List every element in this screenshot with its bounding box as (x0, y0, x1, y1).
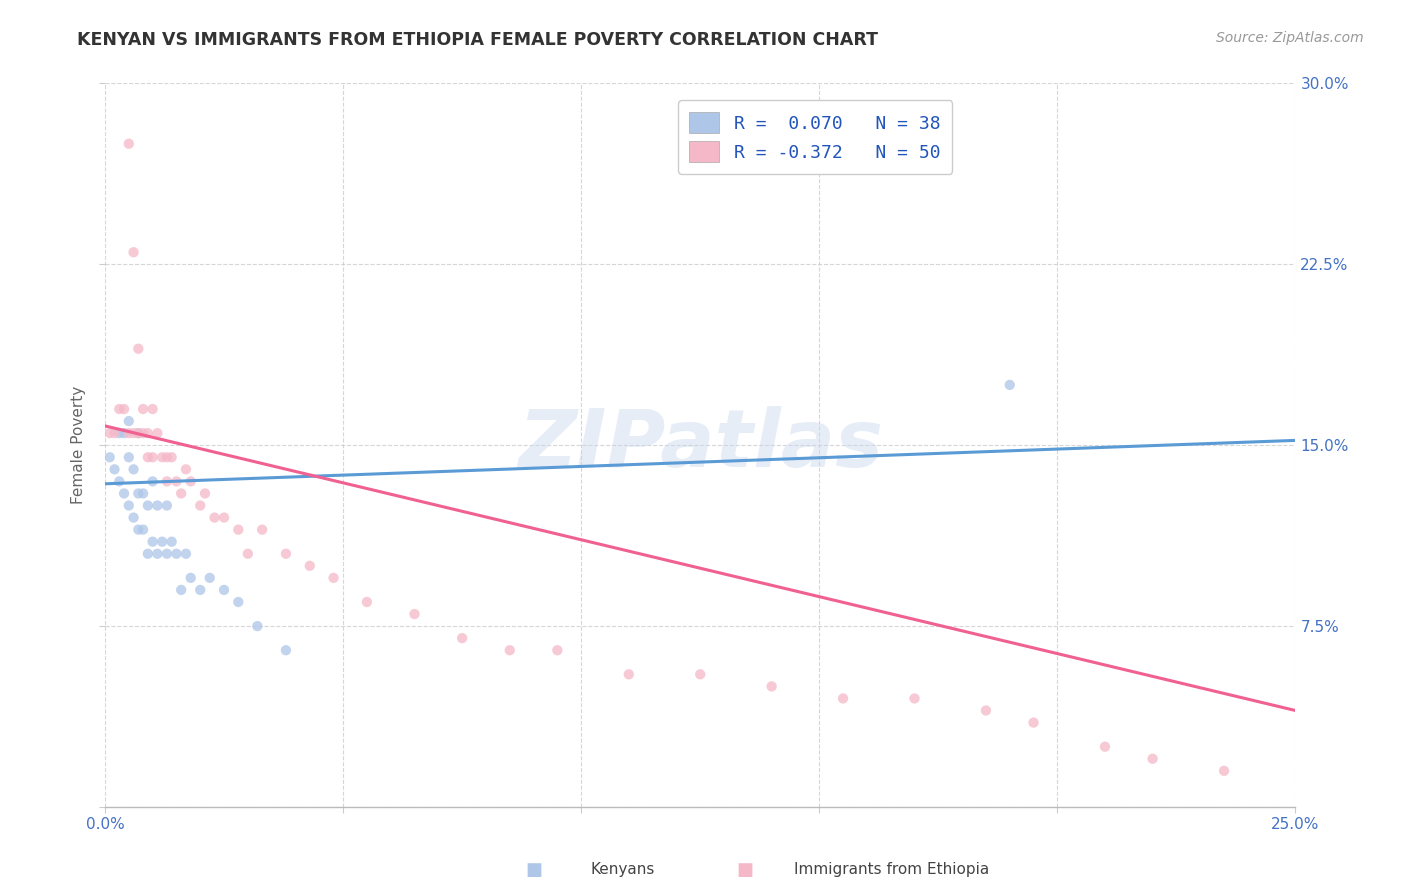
Legend: R =  0.070   N = 38, R = -0.372   N = 50: R = 0.070 N = 38, R = -0.372 N = 50 (678, 101, 952, 174)
Point (212, 510, 235, 524)
Point (122, 426, 145, 441)
Point (356, 595, 378, 609)
Point (165, 547, 187, 561)
Point (1094, 739, 1116, 754)
Point (194, 486, 217, 500)
Point (156, 475, 179, 489)
Point (118, 450, 141, 465)
Point (103, 462, 125, 476)
Point (204, 510, 226, 524)
Point (132, 486, 155, 500)
Point (274, 547, 297, 561)
Point (160, 450, 183, 465)
Point (146, 547, 169, 561)
Point (122, 245, 145, 260)
Point (127, 426, 149, 441)
Point (689, 667, 711, 681)
Point (546, 643, 568, 657)
Point (165, 475, 187, 489)
Point (174, 547, 197, 561)
Point (136, 547, 159, 561)
Point (118, 414, 141, 428)
Point (180, 475, 202, 489)
Point (132, 523, 155, 537)
Point (108, 402, 131, 417)
Point (170, 582, 193, 597)
Point (146, 499, 169, 513)
Point (132, 426, 155, 441)
Point (246, 619, 269, 633)
Point (136, 499, 159, 513)
Point (146, 426, 169, 441)
Point (1213, 764, 1236, 778)
Point (142, 475, 165, 489)
Point (322, 571, 344, 585)
Text: Immigrants from Ethiopia: Immigrants from Ethiopia (794, 863, 990, 877)
Point (112, 402, 135, 417)
Point (127, 426, 149, 441)
Point (118, 426, 141, 441)
Point (236, 547, 259, 561)
Point (1142, 752, 1164, 766)
Point (156, 547, 179, 561)
Point (212, 582, 235, 597)
Point (404, 607, 426, 621)
Point (451, 631, 474, 645)
Text: Source: ZipAtlas.com: Source: ZipAtlas.com (1216, 31, 1364, 45)
Point (160, 534, 183, 549)
Point (98, 450, 121, 465)
Point (188, 499, 211, 513)
Point (174, 462, 197, 476)
Point (170, 486, 193, 500)
Text: ■: ■ (737, 861, 754, 879)
Point (250, 523, 273, 537)
Point (298, 558, 321, 573)
Point (832, 691, 855, 706)
Point (108, 426, 131, 441)
Text: ■: ■ (526, 861, 543, 879)
Point (122, 462, 145, 476)
Point (98, 426, 121, 441)
Point (127, 523, 149, 537)
Point (903, 691, 925, 706)
Point (761, 112, 783, 127)
Point (998, 378, 1021, 392)
Point (118, 136, 141, 151)
Point (156, 499, 179, 513)
Point (127, 342, 149, 356)
Point (142, 534, 165, 549)
Point (108, 475, 131, 489)
Point (150, 534, 173, 549)
Point (1022, 715, 1045, 730)
Point (103, 426, 125, 441)
Point (228, 523, 250, 537)
Point (228, 595, 250, 609)
Point (132, 402, 155, 417)
Y-axis label: Female Poverty: Female Poverty (72, 386, 86, 504)
Point (974, 704, 997, 718)
Point (274, 643, 297, 657)
Point (156, 450, 179, 465)
Text: KENYAN VS IMMIGRANTS FROM ETHIOPIA FEMALE POVERTY CORRELATION CHART: KENYAN VS IMMIGRANTS FROM ETHIOPIA FEMAL… (77, 31, 879, 49)
Point (499, 643, 522, 657)
Point (136, 426, 159, 441)
Point (122, 510, 145, 524)
Point (142, 402, 165, 417)
Point (136, 450, 159, 465)
Text: ZIPatlas: ZIPatlas (517, 406, 883, 484)
Point (180, 571, 202, 585)
Point (112, 486, 135, 500)
Point (188, 582, 211, 597)
Point (617, 667, 640, 681)
Point (198, 571, 221, 585)
Point (150, 450, 173, 465)
Point (112, 426, 135, 441)
Point (142, 450, 165, 465)
Point (761, 679, 783, 693)
Text: Kenyans: Kenyans (591, 863, 655, 877)
Point (127, 486, 149, 500)
Point (118, 499, 141, 513)
